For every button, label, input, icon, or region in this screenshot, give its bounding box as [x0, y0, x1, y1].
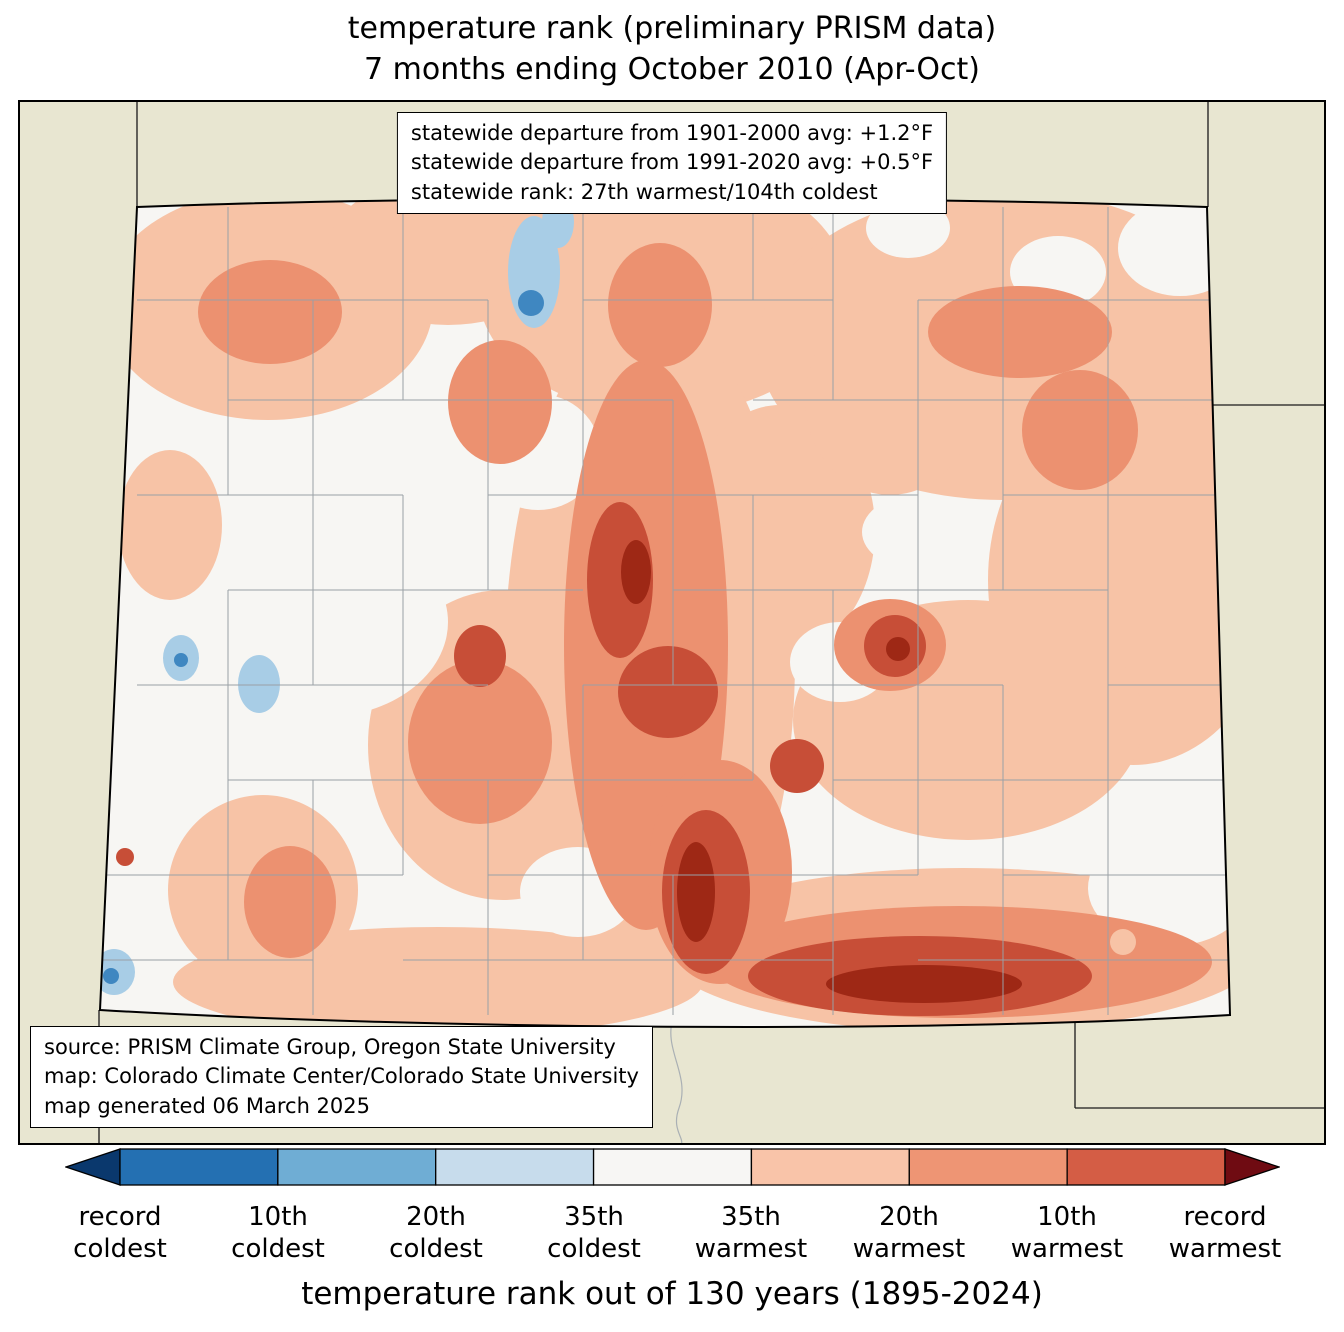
colorado-temperature-rank-map [18, 100, 1326, 1145]
source-attribution-box: source: PRISM Climate Group, Oregon Stat… [30, 1025, 653, 1128]
tick-label-20th-warmest: 20th warmest [852, 1202, 966, 1264]
colorbar-caption: temperature rank out of 130 years (1895-… [301, 1276, 1043, 1312]
source-line: source: PRISM Climate Group, Oregon Stat… [44, 1034, 616, 1059]
colorbar-segment-20th-warmest [908, 1148, 1068, 1186]
stat-statewide-rank: statewide rank: 27th warmest/104th colde… [410, 179, 878, 204]
colorbar-segment-10th-warmest [1066, 1148, 1226, 1186]
map-area: statewide departure from 1901-2000 avg: … [18, 100, 1326, 1145]
tick-label-35th-coldest: 35th coldest [547, 1202, 641, 1264]
county-boundaries [102, 207, 1229, 1015]
tick-label-20th-coldest: 20th coldest [389, 1202, 483, 1264]
colorbar-segment-10th-coldest [119, 1148, 279, 1186]
tick-label-10th-coldest: 10th coldest [231, 1202, 325, 1264]
colorbar-segment-35th-warmest [750, 1148, 910, 1186]
statewide-stats-box: statewide departure from 1901-2000 avg: … [396, 112, 948, 215]
map-generated-line: map generated 06 March 2025 [44, 1093, 371, 1118]
map-credit-line: map: Colorado Climate Center/Colorado St… [44, 1064, 639, 1089]
map-title-line2: 7 months ending October 2010 (Apr-Oct) [364, 52, 980, 88]
neighbor-state-borders [98, 100, 1326, 1145]
map-title: temperature rank (preliminary PRISM data… [0, 8, 1344, 91]
tick-label-10th-warmest: 10th warmest [1010, 1202, 1124, 1264]
colorbar-arrow-record-warmest [1224, 1148, 1280, 1186]
map-title-line1: temperature rank (preliminary PRISM data… [347, 11, 997, 46]
colorbar-segment-35th-coldest [435, 1148, 595, 1186]
colorbar [65, 1148, 1280, 1186]
temperature-rank-blobs [100, 198, 1230, 1027]
stat-departure-1991-2020: statewide departure from 1991-2020 avg: … [410, 150, 934, 175]
map-frame [18, 100, 1326, 1145]
tick-label-35th-warmest: 35th warmest [694, 1202, 808, 1264]
colorbar-segment-near-normal [592, 1148, 753, 1186]
stat-departure-1901-2000: statewide departure from 1901-2000 avg: … [410, 121, 934, 145]
colorbar-segment-20th-coldest [277, 1148, 437, 1186]
colorbar-tick-labels: record coldest 10th coldest 20th coldest… [0, 1202, 1344, 1272]
river-line [670, 1017, 683, 1145]
colorbar-arrow-record-coldest [65, 1148, 121, 1186]
tick-label-record-coldest: record coldest [73, 1202, 167, 1264]
tick-label-record-warmest: record warmest [1168, 1202, 1282, 1264]
